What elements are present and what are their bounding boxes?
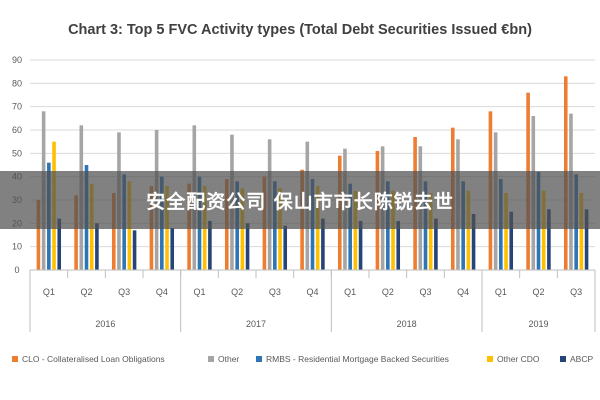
watermark-banner: 安全配资公司 保山市市长陈锐去世	[0, 171, 600, 229]
chart-title: Chart 3: Top 5 FVC Activity types (Total…	[68, 22, 532, 38]
x-tick-label: Q1	[495, 287, 507, 297]
legend-label: Other	[218, 354, 239, 364]
legend-swatch	[12, 356, 18, 362]
y-tick-label: 10	[12, 242, 22, 252]
x-tick-label: Q3	[419, 287, 431, 297]
bar	[428, 193, 433, 270]
x-tick-label: Q3	[269, 287, 281, 297]
x-tick-label: Q2	[80, 287, 92, 297]
bar	[434, 218, 438, 270]
bar	[132, 230, 137, 270]
y-axis-ticks: 0102030405060708090	[12, 55, 22, 275]
bar	[283, 225, 288, 270]
x-group-label: 2018	[397, 319, 417, 329]
bar	[541, 190, 546, 270]
y-tick-label: 50	[12, 148, 22, 158]
legend-swatch	[256, 356, 262, 362]
bar	[170, 228, 175, 270]
bar	[278, 188, 282, 270]
x-tick-label: Q3	[118, 287, 130, 297]
bar	[504, 193, 508, 270]
legend-swatch	[560, 356, 566, 362]
x-group-label: 2019	[528, 319, 548, 329]
bar	[95, 223, 99, 270]
bar	[579, 193, 584, 270]
x-tick-label: Q1	[43, 287, 55, 297]
x-tick-label: Q2	[231, 287, 243, 297]
x-tick-label: Q3	[570, 287, 582, 297]
x-tick-label: Q2	[382, 287, 394, 297]
x-tick-label: Q4	[156, 287, 168, 297]
x-tick-label: Q1	[344, 287, 356, 297]
bar	[396, 221, 401, 270]
bar	[240, 188, 245, 270]
bar	[321, 218, 325, 270]
bar	[358, 221, 363, 270]
bar	[74, 195, 78, 270]
bar	[509, 211, 514, 270]
legend-swatch	[487, 356, 493, 362]
x-tick-label: Q2	[532, 287, 544, 297]
bar	[584, 209, 589, 270]
y-tick-label: 90	[12, 55, 22, 65]
bar	[57, 218, 62, 270]
legend-label: CLO - Collateralised Loan Obligations	[22, 354, 165, 364]
watermark-text: 安全配资公司 保山市市长陈锐去世	[146, 190, 454, 213]
y-tick-label: 60	[12, 125, 22, 135]
x-group-label: 2016	[95, 319, 115, 329]
bar	[208, 221, 212, 270]
x-group-label: 2017	[246, 319, 266, 329]
x-axis: Q1 Q2 Q3 Q4 2016 Q1 Q2 Q3 Q4 2017 Q1 Q2 Q3 Q4 2018 Q1 Q2…	[29, 269, 596, 332]
legend-swatch	[208, 356, 214, 362]
legend-label: ABCP	[570, 354, 593, 364]
bar	[245, 223, 250, 270]
bar	[466, 190, 471, 270]
bar	[111, 193, 116, 270]
bar	[547, 209, 551, 270]
legend-label: Other CDO	[497, 354, 540, 364]
legend-label: RMBS - Residential Mortgage Backed Secur…	[266, 354, 449, 364]
legend: CLO - Collateralised Loan Obligations Oth…	[12, 354, 593, 364]
bar	[353, 190, 358, 270]
x-tick-label: Q4	[457, 287, 469, 297]
bar	[36, 200, 41, 270]
x-tick-label: Q1	[193, 287, 205, 297]
y-tick-label: 0	[14, 265, 19, 275]
y-tick-label: 80	[12, 78, 22, 88]
x-tick-label: Q4	[306, 287, 318, 297]
y-tick-label: 70	[12, 102, 22, 112]
bar	[391, 190, 395, 270]
bar	[471, 214, 476, 270]
